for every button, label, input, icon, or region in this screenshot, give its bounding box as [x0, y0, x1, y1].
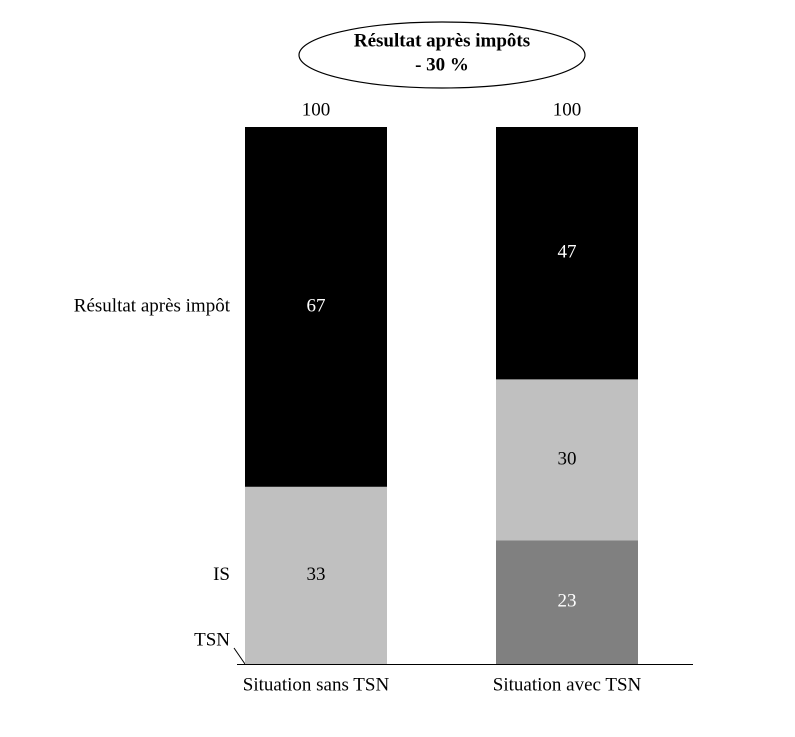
data-label: 30: [558, 448, 577, 469]
annotation-text: - 30 %: [415, 54, 469, 75]
data-label: 23: [558, 591, 577, 612]
data-label: 47: [558, 242, 577, 263]
bar-segment: [245, 127, 387, 487]
total-label: 100: [553, 99, 582, 120]
annotation-title: Résultat après impôts: [354, 30, 530, 51]
x-tick-label: Situation avec TSN: [493, 674, 642, 695]
bar-segment: [496, 540, 638, 664]
data-label: 33: [307, 564, 326, 585]
series-label: IS: [213, 564, 230, 585]
data-label: 67: [307, 295, 326, 316]
leader-line: [233, 647, 246, 665]
series-label: Résultat après impôt: [74, 295, 231, 316]
total-label: 100: [302, 99, 331, 120]
series-label: TSN: [194, 629, 230, 650]
bar-segment: [496, 379, 638, 541]
bar-segment: [496, 127, 638, 380]
x-tick-label: Situation sans TSN: [243, 674, 390, 695]
bar-segment: [245, 486, 387, 664]
annotation-ellipse: [298, 21, 586, 89]
